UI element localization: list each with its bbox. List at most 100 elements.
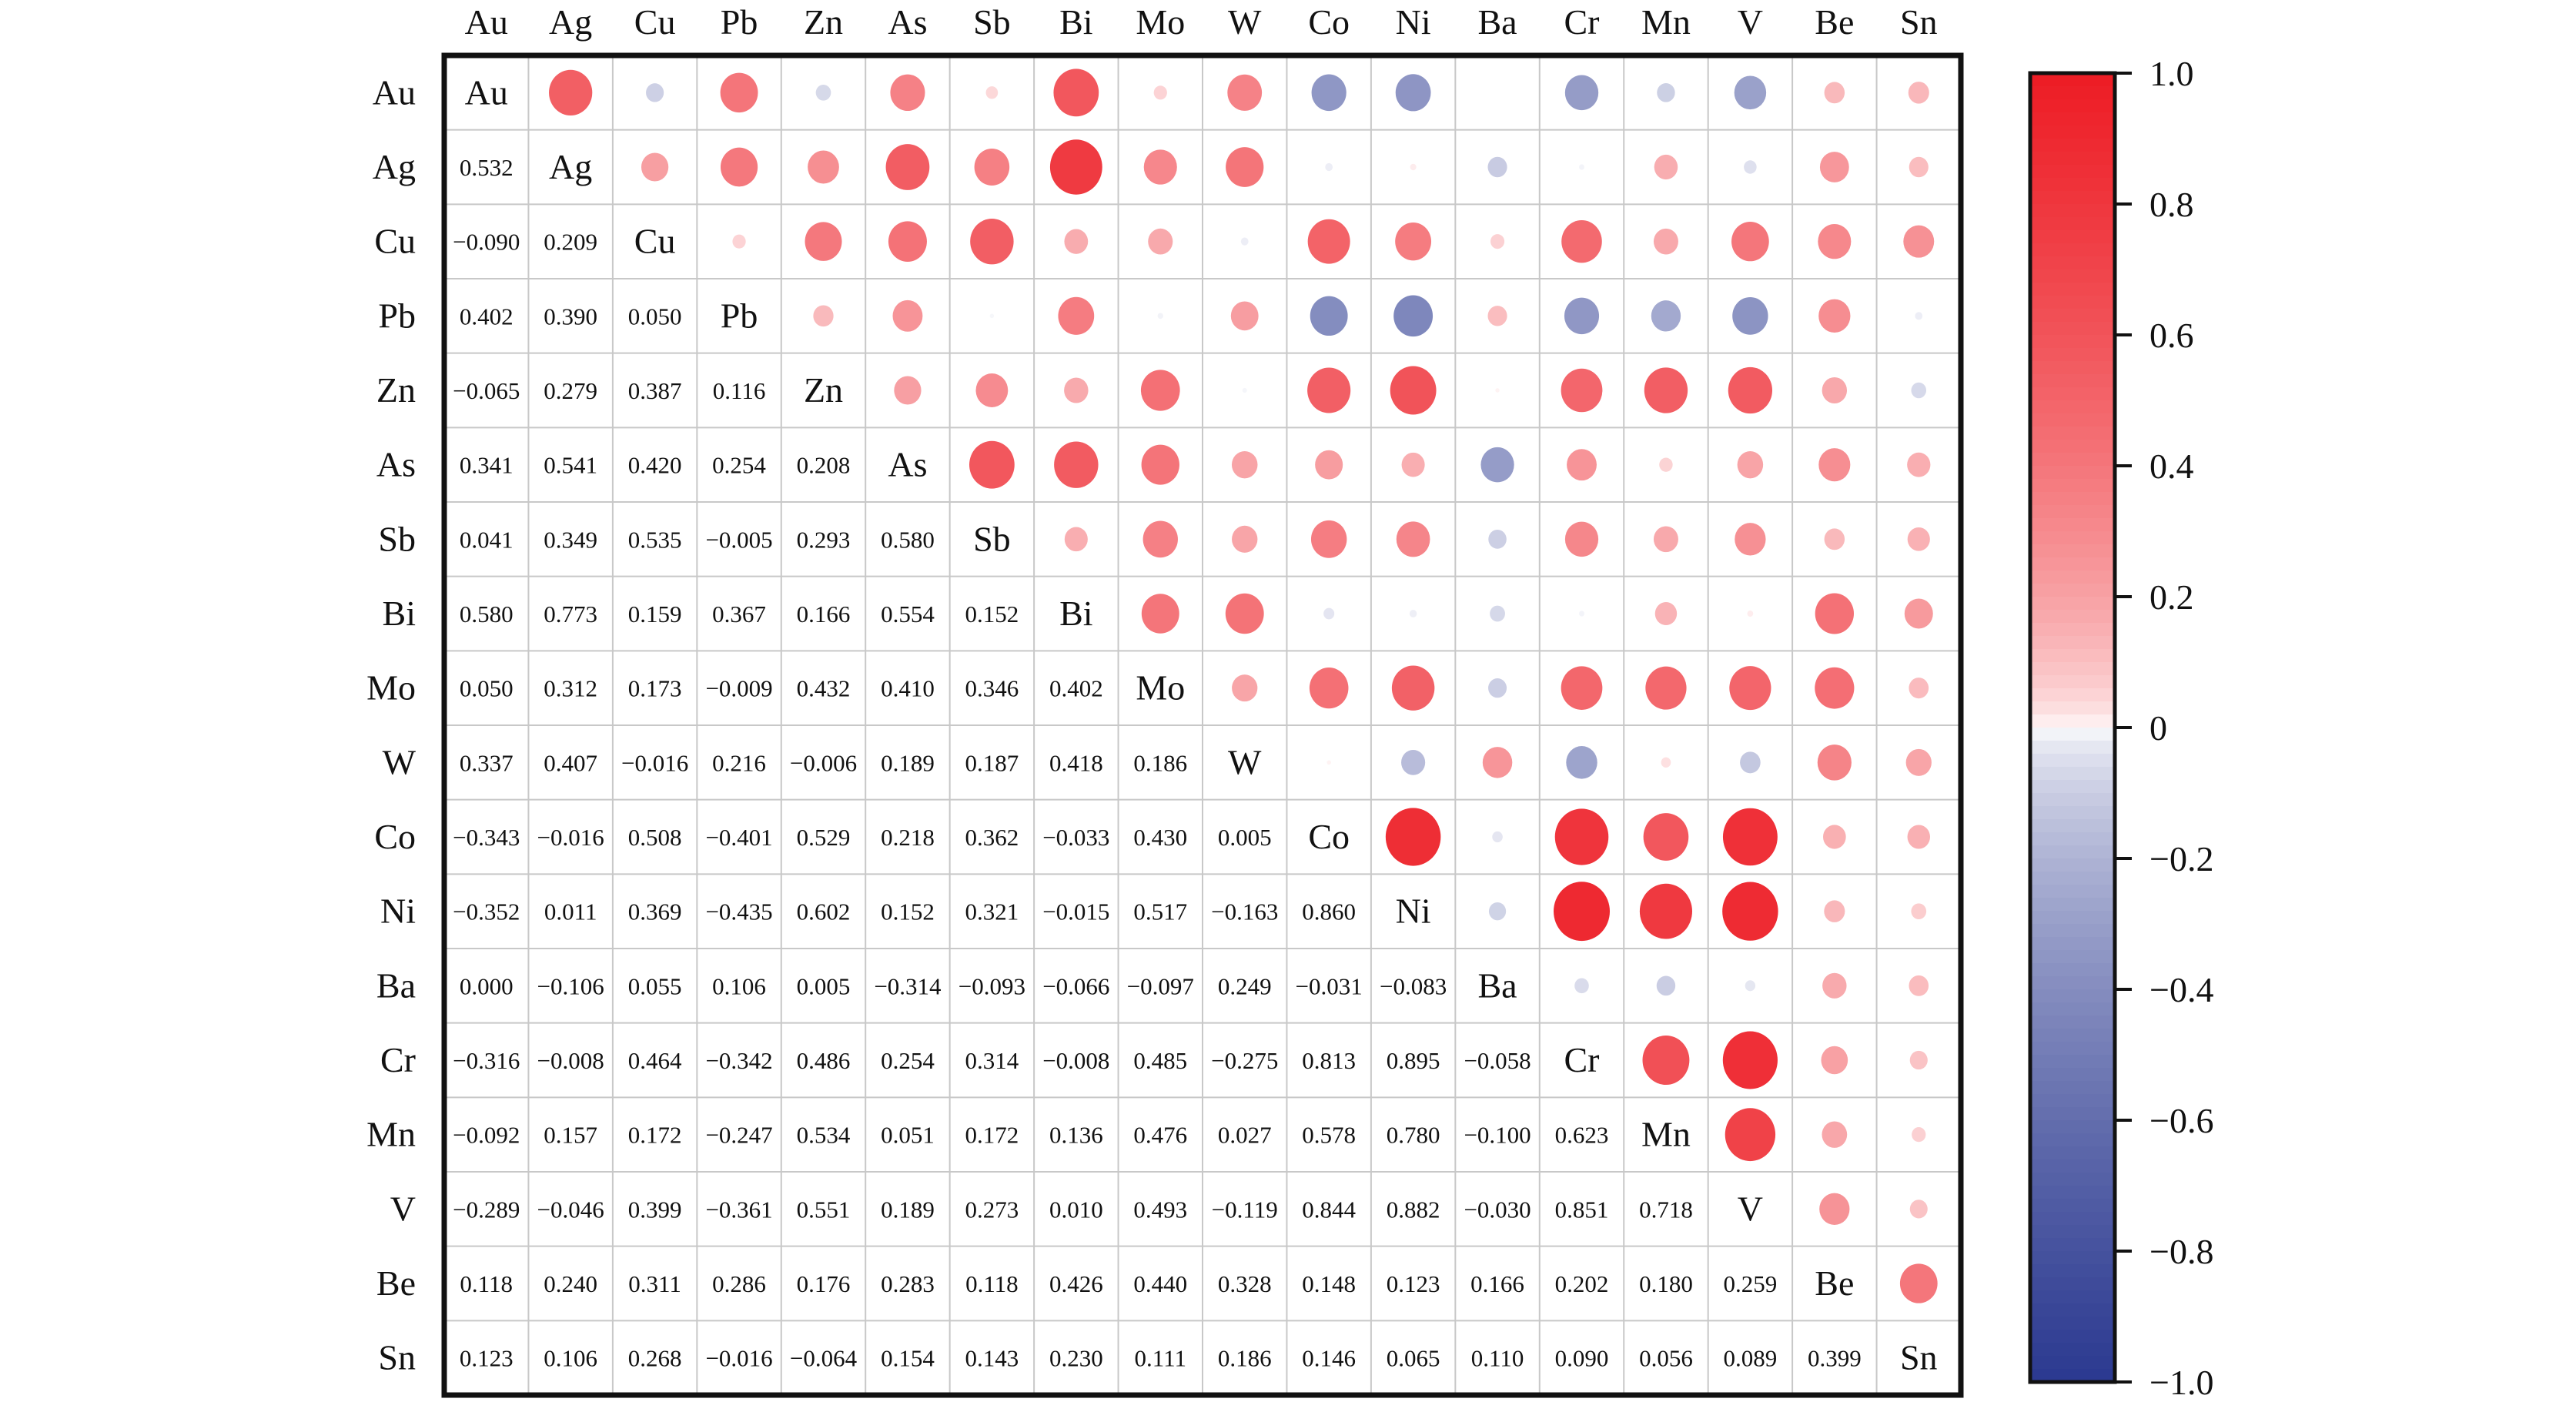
correlation-circle (1307, 219, 1350, 264)
correlation-value: 0.517 (1133, 898, 1187, 925)
correlation-value: −0.119 (1212, 1196, 1278, 1223)
colorbar-segment (2030, 1094, 2115, 1108)
colorbar-segment (2030, 1173, 2115, 1186)
correlation-value: 0.341 (460, 452, 514, 479)
colorbar-tick-label: 0.2 (2149, 577, 2194, 617)
colorbar-segment (2030, 178, 2115, 192)
colorbar-segment (2030, 309, 2115, 323)
correlation-circle (1391, 665, 1435, 711)
diagonal-label: Zn (804, 370, 843, 410)
correlation-value: 0.172 (965, 1122, 1019, 1149)
row-label: Co (374, 817, 416, 856)
colorbar-segment (2030, 1369, 2115, 1383)
correlation-circle (1909, 1050, 1928, 1070)
correlation-circle (1231, 451, 1258, 479)
colorbar-segment (2030, 191, 2115, 205)
correlation-value: 0.485 (1133, 1047, 1187, 1074)
correlation-value: −0.401 (705, 824, 772, 851)
correlation-circle (1818, 299, 1851, 333)
diagonal-label: Ba (1478, 965, 1517, 1005)
colorbar-segment (2030, 675, 2115, 689)
correlation-circle (1310, 296, 1348, 336)
colorbar-segment (2030, 86, 2115, 100)
colorbar-segment (2030, 217, 2115, 231)
correlation-value: 0.208 (797, 452, 851, 479)
correlation-value: 0.418 (1049, 749, 1103, 776)
diagonal-label: V (1738, 1189, 1763, 1228)
correlation-value: −0.016 (705, 1345, 772, 1372)
correlation-circle (1482, 747, 1513, 778)
correlation-value: 0.293 (797, 526, 851, 553)
correlation-circle (1654, 154, 1678, 180)
correlation-value: −0.046 (537, 1196, 604, 1223)
correlation-circle (1561, 368, 1603, 413)
correlation-value: 0.136 (1049, 1122, 1103, 1149)
correlation-circle (1307, 367, 1351, 413)
row-label: As (376, 445, 416, 484)
colorbar-segment (2030, 832, 2115, 846)
correlation-circle (985, 86, 999, 99)
colorbar-segment (2030, 1081, 2115, 1095)
correlation-circle (1661, 757, 1671, 768)
correlation-value: −0.093 (958, 972, 1025, 999)
correlation-circle (1230, 301, 1259, 331)
correlation-circle (1226, 147, 1264, 187)
correlation-circle (808, 150, 839, 184)
colorbar-segment (2030, 413, 2115, 427)
colorbar-segment (2030, 597, 2115, 611)
column-label: V (1738, 2, 1763, 42)
correlation-value: 0.090 (1555, 1345, 1609, 1372)
colorbar-segment (2030, 1016, 2115, 1029)
correlation-circle (1912, 1127, 1926, 1143)
colorbar-segment (2030, 976, 2115, 990)
column-label: W (1228, 2, 1262, 42)
column-label: Sb (973, 2, 1011, 42)
correlation-value: −0.352 (453, 898, 520, 925)
correlation-value: 0.844 (1302, 1196, 1356, 1223)
correlation-value: 0.486 (797, 1047, 851, 1074)
correlation-circle (1722, 882, 1778, 941)
correlation-circle (1309, 668, 1349, 709)
correlation-circle (549, 69, 593, 115)
correlation-value: 0.005 (797, 972, 851, 999)
correlation-value: 0.209 (544, 229, 597, 256)
colorbar-segment (2030, 374, 2115, 388)
colorbar-segment (2030, 1330, 2115, 1343)
correlation-value: 0.780 (1387, 1122, 1440, 1149)
correlation-circle (1053, 69, 1099, 117)
correlation-value: 0.268 (628, 1345, 682, 1372)
correlation-value: −0.016 (537, 824, 604, 851)
correlation-value: 0.476 (1133, 1122, 1187, 1149)
correlation-circle (1564, 297, 1600, 335)
correlation-circle (1729, 666, 1771, 711)
row-label: Ni (380, 892, 416, 931)
correlation-circle (975, 373, 1009, 407)
correlation-circle (1819, 152, 1849, 182)
correlation-circle (1311, 74, 1347, 112)
correlation-circle (641, 152, 669, 182)
colorbar-segment (2030, 1343, 2115, 1357)
colorbar-segment (2030, 950, 2115, 964)
correlation-value: 0.283 (881, 1270, 935, 1297)
correlation-circle (1824, 82, 1845, 104)
correlation-value: 0.011 (544, 898, 597, 925)
column-label: Au (465, 2, 508, 42)
correlation-circle (1495, 388, 1500, 393)
colorbar-segment (2030, 296, 2115, 310)
correlation-circle (1058, 296, 1095, 335)
correlation-value: 0.010 (1049, 1196, 1103, 1223)
correlation-circle (1232, 674, 1258, 702)
correlation-value: 0.065 (1387, 1345, 1440, 1372)
correlation-value: 0.312 (544, 675, 597, 702)
correlation-circle (1737, 451, 1764, 479)
correlation-value: −0.289 (453, 1196, 520, 1223)
row-labels: Au Ag Cu Pb Zn As Sb Bi Mo W Co Ni Ba Cr Mn V Be Sn (366, 72, 416, 1377)
correlation-value: −0.092 (453, 1122, 520, 1149)
diagonal-label: As (888, 445, 927, 484)
diagonal-label: Pb (721, 296, 758, 335)
column-label: Ni (1396, 2, 1431, 42)
diagonal-label: Co (1308, 817, 1350, 856)
correlation-value: 0.311 (628, 1270, 681, 1297)
correlation-circle (974, 149, 1010, 186)
colorbar-segment (2030, 714, 2115, 728)
